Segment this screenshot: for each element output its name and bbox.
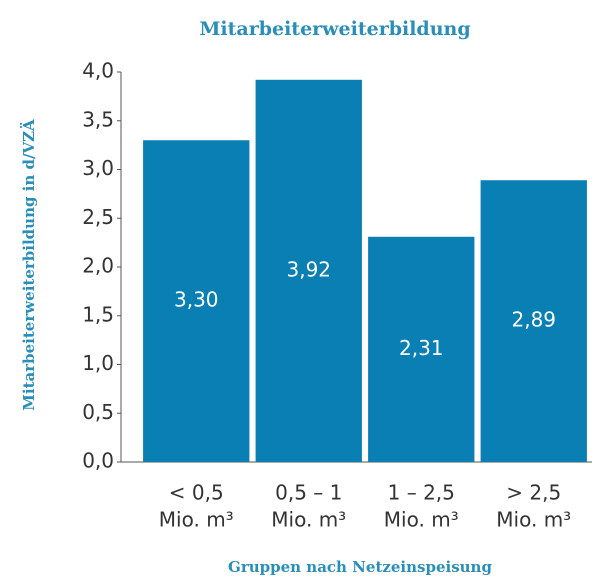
y-tick-label: 1,5	[82, 302, 114, 326]
y-tick-label: 2,0	[82, 254, 114, 278]
bar	[368, 236, 475, 462]
x-tick-label: Mio. m³	[159, 508, 234, 532]
value-label: 2,31	[399, 336, 444, 360]
x-tick-label: 1 – 2,5	[388, 481, 455, 505]
value-label: 3,30	[174, 288, 219, 312]
x-tick-label: Mio. m³	[271, 508, 346, 532]
bar	[143, 140, 250, 462]
y-tick-label: 0,5	[82, 400, 114, 424]
bar	[255, 79, 362, 463]
x-axis-title: Gruppen nach Netzeinspeisung	[228, 558, 492, 576]
value-label: 3,92	[286, 257, 331, 281]
y-tick-label: 4,0	[82, 59, 114, 83]
y-tick-label: 3,0	[82, 156, 114, 180]
x-tick-label: 0,5 – 1	[275, 481, 342, 505]
x-tick-label: Mio. m³	[384, 508, 459, 532]
y-tick-label: 2,5	[82, 205, 114, 229]
x-tick-label: Mio. m³	[496, 508, 571, 532]
x-tick-label: > 2,5	[506, 481, 561, 505]
bar	[480, 180, 587, 462]
value-label: 2,89	[511, 308, 556, 332]
x-tick-label: < 0,5	[169, 481, 224, 505]
y-tick-label: 0,0	[82, 449, 114, 473]
y-axis-title: Mitarbeiterweiterbildung in d/VZÄ	[19, 119, 38, 411]
y-tick-label: 1,0	[82, 351, 114, 375]
y-tick-label: 3,5	[82, 107, 114, 131]
chart-title: Mitarbeiterweiterbildung	[199, 18, 470, 40]
